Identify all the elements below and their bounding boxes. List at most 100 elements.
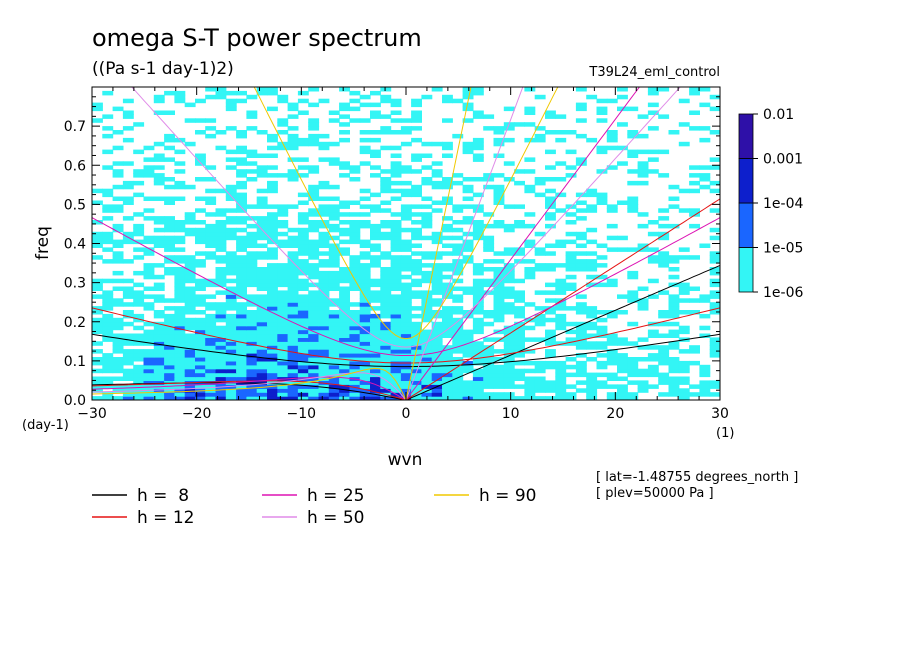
- heat-cell: [174, 274, 186, 280]
- heat-cell: [421, 376, 433, 381]
- heat-cell: [184, 341, 196, 346]
- heat-cell: [596, 384, 608, 389]
- heat-cell: [246, 360, 258, 366]
- heat-cell: [133, 239, 145, 245]
- heat-cell: [267, 184, 278, 190]
- heat-cell: [709, 345, 720, 350]
- heat-cell: [555, 396, 567, 400]
- heat-cell: [472, 349, 484, 354]
- heat-cell: [112, 204, 124, 209]
- heat-cell: [452, 286, 464, 291]
- heat-cell: [514, 345, 525, 350]
- heat-cell: [195, 329, 206, 335]
- heat-cell: [349, 165, 361, 170]
- heat-cell: [442, 313, 453, 319]
- heat-cell: [122, 357, 134, 362]
- heat-cell: [370, 255, 381, 260]
- heat-cell: [339, 376, 350, 381]
- heat-cell: [122, 392, 134, 397]
- heat-cell: [431, 173, 443, 178]
- heat-cell: [174, 396, 186, 400]
- heat-cell: [256, 364, 268, 370]
- heat-cell: [431, 298, 443, 303]
- heat-cell: [390, 110, 402, 115]
- heat-cell: [92, 188, 103, 194]
- heat-cell: [205, 282, 217, 288]
- heat-cell: [277, 372, 289, 378]
- heat-cell: [627, 274, 639, 280]
- heat-cell: [112, 278, 124, 284]
- heat-cell: [92, 396, 103, 400]
- heat-cell: [143, 376, 155, 381]
- heat-cell: [164, 110, 175, 115]
- heat-cell: [524, 368, 536, 374]
- heat-cell: [246, 235, 258, 241]
- heat-cell: [205, 239, 217, 245]
- heat-cell: [267, 321, 278, 327]
- heat-cell: [452, 267, 464, 272]
- heat-cell: [370, 396, 381, 400]
- heat-cell: [349, 321, 361, 327]
- heat-cell: [205, 196, 217, 201]
- heat-cell: [359, 364, 371, 370]
- heat-cell: [370, 192, 381, 198]
- heat-cell: [318, 243, 330, 248]
- heat-cell: [318, 212, 330, 217]
- heat-cell: [462, 337, 474, 342]
- heat-cell: [472, 384, 484, 389]
- heat-cell: [359, 388, 371, 393]
- heat-cell: [380, 184, 392, 190]
- heat-cell: [297, 306, 309, 311]
- heat-cell: [689, 165, 700, 170]
- heat-cell: [493, 196, 505, 201]
- heat-cell: [349, 220, 361, 225]
- heat-cell: [174, 321, 186, 327]
- heat-cell: [174, 286, 186, 291]
- heat-cell: [236, 325, 247, 331]
- heat-cell: [153, 153, 165, 158]
- heat-cell: [112, 173, 124, 178]
- heat-cell: [174, 364, 186, 370]
- heat-cell: [575, 325, 587, 331]
- heat-cell: [225, 227, 237, 233]
- heat-cell: [617, 122, 628, 127]
- heat-cell: [308, 282, 320, 288]
- heat-cell: [267, 251, 278, 256]
- heat-cell: [318, 98, 330, 104]
- heat-cell: [472, 270, 484, 276]
- heat-cell: [122, 384, 134, 389]
- heat-cell: [411, 380, 422, 385]
- heat-cell: [431, 251, 443, 256]
- heat-cell: [287, 384, 299, 389]
- heat-cell: [359, 329, 371, 335]
- heat-cell: [534, 388, 546, 393]
- heat-cell: [555, 130, 567, 135]
- heat-cell: [184, 345, 196, 350]
- heat-cell: [370, 243, 381, 248]
- heat-cell: [647, 247, 659, 252]
- heat-cell: [225, 353, 237, 358]
- heat-cell: [133, 313, 145, 319]
- heat-cell: [370, 294, 381, 299]
- heat-cell: [318, 231, 330, 237]
- heat-cell: [153, 282, 165, 288]
- heat-cell: [411, 329, 422, 335]
- heat-cell: [359, 239, 371, 245]
- heat-cell: [668, 259, 680, 264]
- heat-cell: [575, 259, 587, 264]
- heat-cell: [472, 137, 484, 143]
- heat-cell: [236, 263, 247, 268]
- heat-cell: [184, 333, 196, 338]
- heat-cell: [277, 208, 289, 213]
- heat-cell: [565, 392, 577, 397]
- heat-cell: [565, 239, 577, 245]
- heat-cell: [658, 321, 670, 327]
- heat-cell: [287, 251, 299, 256]
- heat-cell: [637, 169, 649, 174]
- ig-curve-h90: [253, 87, 559, 340]
- heat-cell: [400, 216, 412, 221]
- heat-cell: [452, 294, 464, 299]
- heat-cell: [267, 317, 278, 323]
- heat-cell: [709, 267, 720, 272]
- heat-cell: [184, 294, 196, 299]
